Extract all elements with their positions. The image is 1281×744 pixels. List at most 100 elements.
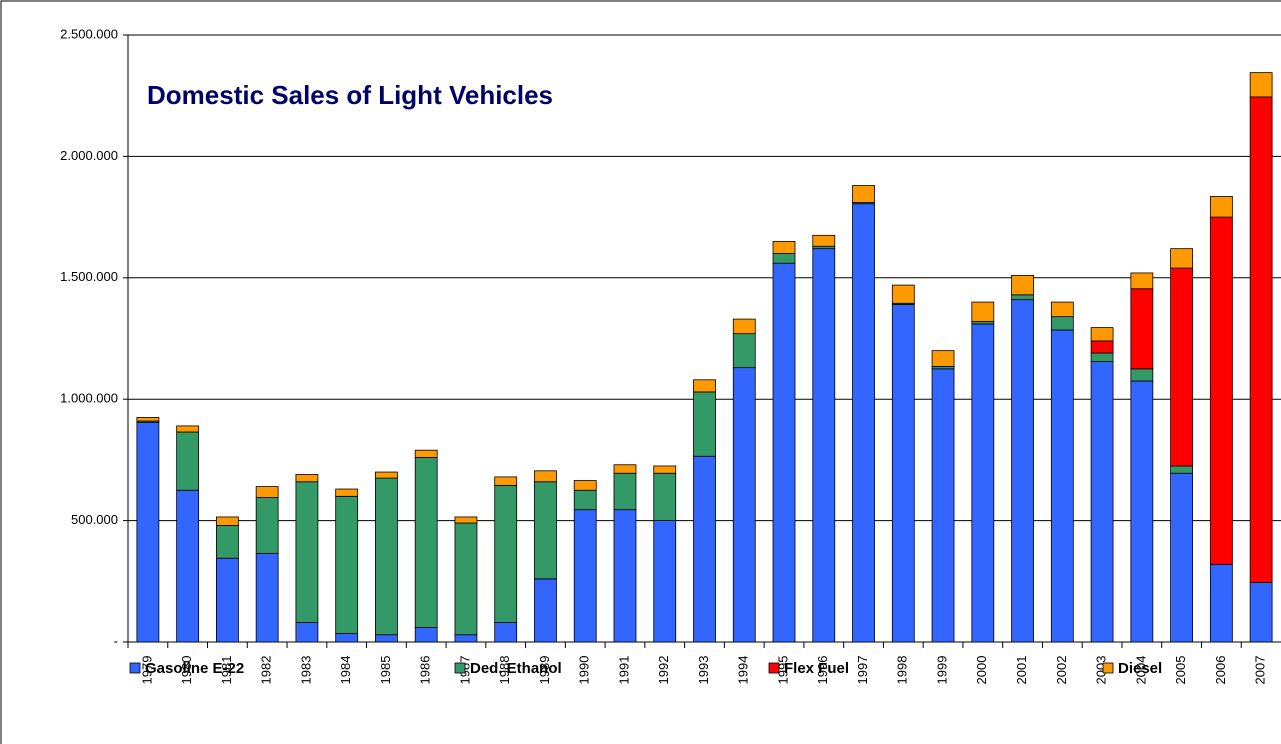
x-tick-label: 2005 [1173, 656, 1188, 685]
bar-segment [1090, 340, 1114, 354]
legend-label: Ded. Ethanol [470, 660, 562, 677]
bar-segment [852, 203, 875, 643]
x-tick-label: 1979 [139, 656, 154, 685]
bar-segment [693, 391, 716, 457]
bar-segment [215, 557, 239, 643]
bar-segment [1011, 299, 1034, 643]
x-tick-label: 1992 [656, 656, 671, 685]
bar-segment [414, 627, 438, 643]
legend-swatch [454, 662, 466, 674]
bar-segment [812, 234, 836, 247]
x-tick-label: 2000 [974, 656, 989, 685]
x-tick-label: 1983 [298, 656, 313, 685]
x-tick-label: 1984 [338, 656, 353, 685]
bar-segment [971, 323, 995, 643]
bar-segment [176, 489, 200, 643]
x-tick-label: 1998 [895, 656, 910, 685]
x-tick-label: 1981 [219, 656, 234, 685]
bar-segment [534, 578, 557, 643]
bar-segment [931, 350, 955, 367]
y-tick-label: 2.000.000 [60, 148, 118, 163]
bar-segment [1249, 72, 1273, 98]
x-tick-label: 1988 [497, 656, 512, 685]
bar-segment [613, 464, 637, 474]
bar-segment [176, 431, 200, 491]
bar-segment [335, 495, 359, 634]
x-tick-label: 1996 [815, 656, 830, 685]
x-tick-label: 1990 [577, 656, 592, 685]
legend-swatch [1102, 662, 1114, 674]
bar-segment [454, 522, 478, 636]
bar-segment [335, 633, 359, 643]
x-tick-label: 2006 [1213, 656, 1228, 685]
x-tick-label: 1997 [855, 656, 870, 685]
bar-segment [653, 472, 677, 521]
bar-segment [454, 634, 478, 643]
bar-segment [1209, 216, 1233, 565]
bar-segment [971, 301, 995, 322]
bar-segment [693, 379, 716, 393]
bar-segment [176, 425, 200, 433]
bar-segment [414, 449, 438, 458]
bar-segment [1090, 327, 1114, 342]
y-tick-label: - [114, 633, 118, 648]
bar-segment [215, 525, 239, 559]
legend-label: Flex Fuel [784, 660, 849, 677]
bar-segment [454, 516, 478, 524]
legend-swatch [768, 662, 780, 674]
y-tick-label: 1.000.000 [60, 391, 118, 406]
bar-segment [494, 484, 518, 623]
x-tick-label: 1980 [179, 656, 194, 685]
bar-segment [653, 520, 677, 643]
bar-segment [891, 304, 915, 643]
bar-segment [375, 477, 398, 636]
bar-segment [1130, 368, 1154, 382]
bar-segment [295, 481, 319, 623]
bar-segment [852, 185, 875, 203]
x-tick-label: 1982 [259, 656, 274, 685]
bar-segment [931, 368, 955, 643]
bar-segment [653, 465, 677, 474]
bar-segment [494, 476, 518, 486]
bar-segment [812, 248, 836, 643]
bar-segment [772, 262, 796, 643]
x-tick-label: 1991 [616, 656, 631, 685]
x-tick-label: 2001 [1014, 656, 1029, 685]
y-tick-label: 2.500.000 [60, 26, 118, 41]
bar-segment [693, 455, 716, 643]
bar-segment [1090, 361, 1114, 643]
bar-segment [1209, 563, 1233, 643]
bar-segment [1170, 472, 1194, 643]
bar-segment [1209, 196, 1233, 218]
legend-swatch [129, 662, 141, 674]
x-tick-label: 1993 [696, 656, 711, 685]
bar-segment [335, 488, 359, 497]
x-tick-label: 1994 [736, 656, 751, 685]
bar-segment [255, 497, 279, 554]
bar-segment [1011, 274, 1034, 296]
bar-segment [295, 622, 319, 643]
bar-segment [1090, 352, 1114, 362]
x-tick-label: 2004 [1133, 656, 1148, 685]
bar-segment [772, 240, 796, 254]
bar-segment [1249, 582, 1273, 643]
bar-segment [573, 509, 597, 643]
y-tick-label: 1.500.000 [60, 269, 118, 284]
bar-segment [1050, 316, 1074, 331]
x-tick-label: 1986 [418, 656, 433, 685]
bar-segment [732, 333, 756, 369]
chart-title: Domestic Sales of Light Vehicles [147, 80, 553, 110]
bar-segment [1170, 248, 1194, 269]
bar-segment [732, 367, 756, 643]
legend-label: Gasoline E-22 [145, 660, 244, 677]
bar-segment [1050, 329, 1074, 643]
bar-segment [1130, 380, 1154, 643]
bar-segment [375, 634, 398, 643]
x-tick-label: 1985 [378, 656, 393, 685]
x-tick-label: 2007 [1253, 656, 1268, 685]
bar-segment [215, 516, 239, 526]
bar-segment [1170, 267, 1194, 467]
bar-segment [494, 622, 518, 643]
bar-segment [534, 481, 557, 580]
